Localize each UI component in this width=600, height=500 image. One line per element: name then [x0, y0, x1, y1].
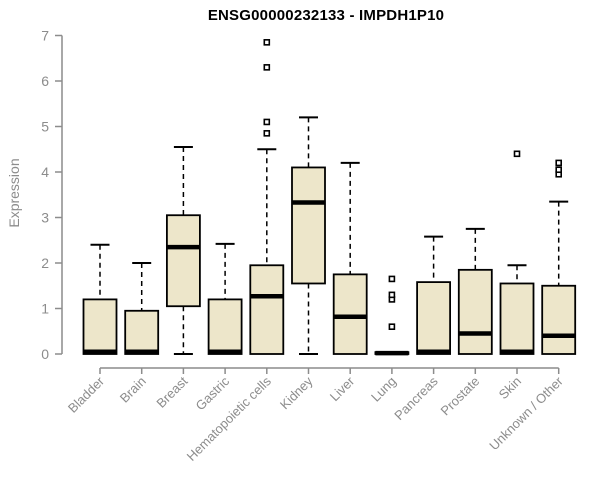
iqr-box	[332, 273, 368, 355]
iqr-box	[165, 214, 201, 308]
iqr-box	[457, 268, 493, 355]
outlier-point	[555, 159, 563, 167]
outlier-point	[263, 118, 271, 126]
x-category-label: Unknown / Other	[486, 373, 566, 453]
iqr-box	[416, 281, 452, 355]
outlier-point	[263, 130, 271, 137]
y-tick-label: 2	[41, 255, 49, 271]
x-category-label: Brain	[117, 374, 149, 406]
x-category-label: Lung	[368, 374, 399, 405]
outlier-point	[388, 291, 396, 299]
chart-title: ENSG00000232133 - IMPDH1P10	[207, 7, 445, 24]
y-tick-label: 3	[41, 210, 49, 226]
iqr-box	[291, 166, 326, 285]
y-tick-label: 7	[41, 28, 49, 44]
y-tick-label: 4	[41, 164, 49, 180]
iqr-box	[249, 264, 285, 355]
iqr-box	[499, 282, 535, 355]
iqr-box	[82, 298, 118, 355]
iqr-box	[541, 284, 577, 355]
iqr-box	[207, 298, 243, 355]
x-category-label: Skin	[496, 374, 524, 402]
y-tick-label: 1	[41, 301, 49, 317]
y-tick-label: 6	[41, 73, 49, 89]
x-category-label: Kidney	[277, 373, 316, 412]
x-category-label: Gastric	[193, 373, 233, 413]
y-tick-label: 0	[41, 346, 49, 362]
outlier-point	[263, 64, 271, 71]
outlier-point	[513, 150, 521, 158]
x-category-label: Pancreas	[391, 373, 441, 423]
x-category-label: Bladder	[65, 373, 108, 416]
outlier-point	[263, 39, 271, 46]
outlier-point	[388, 275, 396, 283]
x-category-label: Breast	[153, 373, 190, 410]
iqr-box	[124, 309, 160, 355]
x-category-label: Liver	[327, 373, 358, 404]
y-tick-label: 5	[41, 119, 49, 135]
outlier-point	[555, 166, 563, 174]
x-category-label: Prostate	[438, 374, 483, 419]
outlier-point	[388, 323, 396, 331]
